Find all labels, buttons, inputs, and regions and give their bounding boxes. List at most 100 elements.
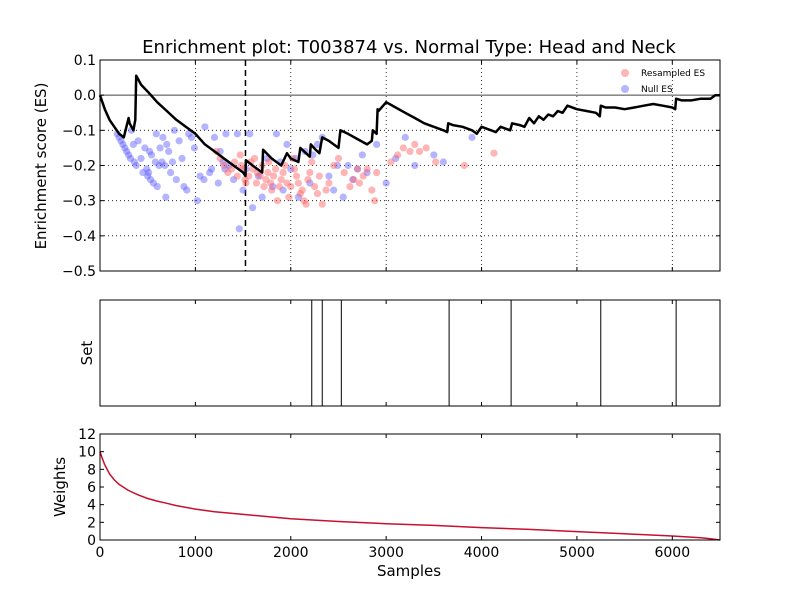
weights-xtick-label-3: 3000	[368, 545, 404, 561]
null-es-point-14	[139, 168, 147, 177]
legend-null-marker	[621, 85, 629, 93]
null-es-point-19	[146, 147, 154, 156]
null-es-point-22	[149, 179, 158, 187]
es-y-axis-label: Enrichment score (ES)	[32, 83, 50, 250]
null-es-points	[113, 123, 476, 233]
null-es-point-72	[283, 140, 291, 148]
null-es-point-75	[294, 193, 302, 201]
resampled-es-point-15	[250, 154, 259, 163]
resampled-es-point-66	[394, 151, 402, 159]
null-es-point-36	[170, 126, 178, 134]
resampled-es-point-41	[298, 186, 306, 194]
x-axis-label: Samples	[377, 562, 441, 580]
null-es-point-92	[392, 154, 400, 163]
null-es-point-69	[272, 130, 281, 138]
weights-xtick-label-6: 6000	[654, 545, 690, 561]
weights-y-ticks: 0 24 6 810 12	[78, 427, 720, 549]
null-es-point-89	[363, 168, 371, 177]
null-es-point-4	[121, 144, 129, 152]
set-x-ticks	[99, 300, 673, 406]
null-es-point-87	[353, 165, 362, 173]
resampled-es-point-30	[277, 175, 285, 184]
resampled-es-point-20	[260, 183, 268, 191]
null-es-point-52	[214, 179, 222, 187]
resampled-es-point-58	[353, 165, 362, 173]
resampled-es-point-73	[460, 161, 468, 170]
null-es-point-61	[239, 186, 247, 194]
weights-ytick-label-3: 6	[87, 480, 96, 496]
weights-ytick-label-6: 12	[78, 427, 96, 443]
null-es-point-48	[201, 123, 209, 131]
es-x-ticks	[99, 60, 673, 271]
resampled-es-point-40	[296, 190, 304, 198]
null-es-point-96	[439, 158, 447, 166]
resampled-es-point-28	[273, 197, 282, 205]
null-es-point-63	[246, 130, 254, 138]
resampled-es-point-71	[422, 144, 430, 152]
null-es-point-85	[344, 161, 352, 170]
null-es-point-95	[430, 151, 438, 159]
resampled-es-point-42	[300, 197, 308, 205]
resampled-es-point-51	[322, 186, 330, 194]
resampled-es-point-8	[237, 161, 245, 170]
weights-xtick-label-1: 1000	[178, 545, 214, 561]
resampled-es-point-27	[271, 165, 280, 173]
resampled-es-point-18	[256, 172, 264, 180]
null-es-point-3	[119, 140, 127, 148]
null-es-point-34	[166, 168, 175, 177]
set-panel: Set	[78, 299, 721, 407]
resampled-es-point-34	[285, 193, 293, 201]
null-es-point-5	[123, 147, 131, 156]
resampled-es-point-63	[371, 197, 379, 205]
resampled-es-points	[212, 140, 498, 208]
resampled-es-point-25	[268, 186, 276, 194]
null-es-point-94	[411, 161, 419, 170]
resampled-es-point-39	[294, 179, 302, 187]
resampled-es-point-21	[262, 175, 270, 184]
null-es-point-44	[190, 144, 199, 152]
null-es-point-55	[221, 165, 229, 173]
null-es-point-31	[162, 193, 170, 201]
es-panel: 0.1 0.0 −0.1 −0.2 −0.3 −0.4 −0.5 Enrichment sc…	[32, 53, 721, 280]
null-es-point-7	[126, 154, 135, 163]
null-es-point-39	[178, 154, 186, 163]
resampled-es-point-3	[224, 168, 232, 177]
null-es-point-83	[333, 161, 342, 170]
null-es-point-59	[233, 130, 241, 138]
resampled-es-point-35	[287, 183, 295, 191]
resampled-es-point-47	[311, 183, 319, 191]
null-es-point-2	[117, 137, 125, 145]
es-ytick-label-1: 0.0	[74, 88, 96, 104]
resampled-es-point-59	[355, 179, 364, 187]
null-es-point-13	[137, 154, 145, 163]
weights-xtick-label-2: 2000	[273, 545, 309, 561]
resampled-es-point-74	[490, 149, 498, 157]
legend: Resampled ES Null ES	[621, 69, 705, 95]
null-es-point-79	[313, 140, 322, 148]
resampled-es-point-50	[318, 200, 326, 208]
es-ytick-label-5: −0.4	[62, 229, 96, 245]
resampled-es-point-45	[306, 168, 314, 177]
resampled-es-point-2	[220, 161, 228, 170]
resampled-es-point-67	[399, 144, 407, 152]
null-es-point-68	[269, 183, 277, 191]
null-es-point-47	[200, 175, 208, 184]
resampled-es-point-48	[313, 190, 322, 198]
null-es-point-20	[146, 175, 155, 184]
resampled-es-point-56	[346, 183, 354, 191]
null-es-point-66	[258, 193, 266, 201]
resampled-es-point-46	[308, 158, 316, 166]
legend-null-label: Null ES	[641, 85, 673, 95]
resampled-es-point-61	[363, 165, 371, 173]
weights-x-ticks: 0 1000 2000 3000 4000 5000 6000	[96, 434, 690, 561]
null-es-point-90	[373, 140, 381, 148]
null-es-point-88	[358, 151, 366, 159]
null-es-point-64	[249, 204, 257, 212]
weights-y-axis-label: Weights	[51, 457, 69, 517]
null-es-point-10	[130, 158, 138, 166]
resampled-es-point-54	[334, 154, 343, 163]
null-es-point-60	[235, 225, 243, 233]
null-es-point-11	[132, 161, 140, 170]
legend-resampled-marker	[621, 69, 629, 77]
